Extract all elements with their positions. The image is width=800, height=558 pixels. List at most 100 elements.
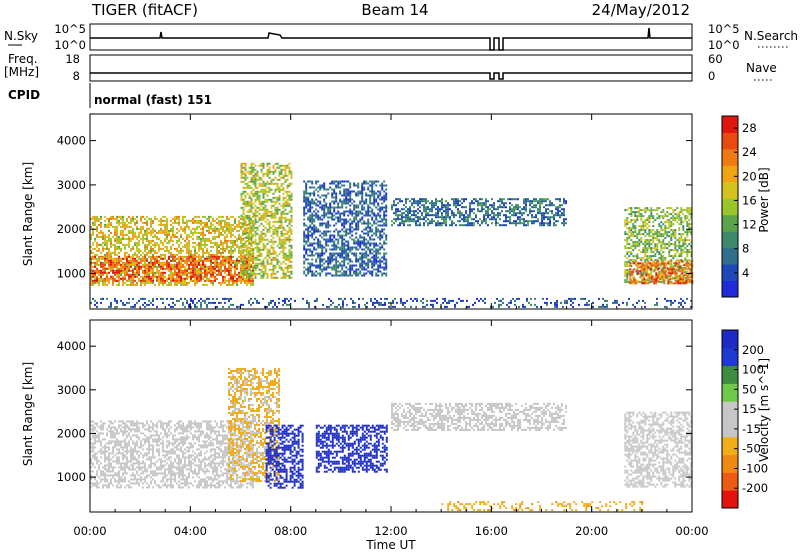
power-cell bbox=[168, 284, 170, 286]
power-cell bbox=[341, 237, 343, 239]
power-cell bbox=[323, 207, 325, 209]
power-cell bbox=[210, 276, 212, 278]
power-cell bbox=[381, 221, 383, 223]
power-cell bbox=[210, 280, 212, 282]
power-cell bbox=[317, 191, 319, 193]
power-cell bbox=[361, 191, 363, 193]
power-cell bbox=[116, 274, 118, 276]
power-cell bbox=[405, 210, 407, 212]
power-cell bbox=[325, 251, 327, 253]
power-cell bbox=[194, 254, 196, 256]
power-cell bbox=[192, 276, 194, 278]
power-cell bbox=[307, 199, 309, 201]
power-cell bbox=[383, 269, 385, 271]
power-cell bbox=[377, 237, 379, 239]
power-cell bbox=[349, 267, 351, 269]
power-cell bbox=[501, 198, 503, 200]
power-cell bbox=[120, 232, 122, 234]
power-cell bbox=[104, 248, 106, 250]
power-cell bbox=[198, 276, 200, 278]
power-cell bbox=[279, 187, 281, 189]
power-cell bbox=[634, 225, 636, 227]
power-cell bbox=[367, 207, 369, 209]
power-cell bbox=[363, 253, 365, 255]
power-cell bbox=[455, 206, 457, 208]
power-cell bbox=[269, 163, 271, 165]
power-cell bbox=[381, 231, 383, 233]
power-cell bbox=[116, 268, 118, 270]
power-cell bbox=[367, 235, 369, 237]
power-cell bbox=[624, 281, 626, 283]
power-cell bbox=[251, 273, 253, 275]
power-cell bbox=[349, 275, 351, 277]
power-cell bbox=[204, 274, 206, 276]
power-cell bbox=[152, 266, 154, 268]
power-cell bbox=[140, 216, 142, 218]
power-cell bbox=[226, 260, 228, 262]
power-cell bbox=[305, 251, 307, 253]
power-cell bbox=[379, 263, 381, 265]
power-cell bbox=[118, 238, 120, 240]
power-cell bbox=[190, 256, 192, 258]
power-cell bbox=[182, 216, 184, 218]
power-cell bbox=[385, 261, 387, 263]
power-cell bbox=[451, 210, 453, 212]
power-cell bbox=[251, 179, 253, 181]
power-cell bbox=[94, 280, 96, 282]
power-cell bbox=[521, 212, 523, 214]
power-cell bbox=[335, 207, 337, 209]
power-cell bbox=[305, 253, 307, 255]
power-cell bbox=[267, 211, 269, 213]
power-cell bbox=[311, 187, 313, 189]
power-cell bbox=[164, 250, 166, 252]
power-cell bbox=[369, 245, 371, 247]
power-cell bbox=[515, 204, 517, 206]
power-cell bbox=[315, 205, 317, 207]
power-cell bbox=[204, 270, 206, 272]
power-cell bbox=[138, 270, 140, 272]
power-cell bbox=[170, 252, 172, 254]
power-cell bbox=[531, 214, 533, 216]
power-cell bbox=[144, 250, 146, 252]
power-cell bbox=[638, 213, 640, 215]
power-cell bbox=[178, 282, 180, 284]
power-cell bbox=[341, 213, 343, 215]
power-cell bbox=[357, 259, 359, 261]
power-cell bbox=[253, 193, 255, 195]
power-cell bbox=[325, 241, 327, 243]
power-cell bbox=[533, 204, 535, 206]
power-cell bbox=[243, 239, 245, 241]
power-cell bbox=[212, 238, 214, 240]
power-cell bbox=[120, 238, 122, 240]
power-cell bbox=[243, 255, 245, 257]
power-cell bbox=[118, 276, 120, 278]
power-cell bbox=[172, 280, 174, 282]
power-cell bbox=[164, 268, 166, 270]
power-cell bbox=[104, 216, 106, 218]
power-cell bbox=[236, 280, 238, 282]
power-cell bbox=[220, 254, 222, 256]
power-cell bbox=[363, 267, 365, 269]
power-cell bbox=[108, 268, 110, 270]
power-cell bbox=[395, 210, 397, 212]
power-cell bbox=[317, 219, 319, 221]
power-cell bbox=[136, 268, 138, 270]
power-cell bbox=[351, 191, 353, 193]
power-cell bbox=[319, 219, 321, 221]
power-cell bbox=[170, 278, 172, 280]
power-cell bbox=[283, 275, 285, 277]
power-cell bbox=[481, 222, 483, 224]
power-cell bbox=[198, 226, 200, 228]
power-cell bbox=[196, 252, 198, 254]
power-cell bbox=[337, 185, 339, 187]
power-cell bbox=[206, 218, 208, 220]
power-cell bbox=[459, 216, 461, 218]
power-cell bbox=[194, 220, 196, 222]
power-cell bbox=[146, 246, 148, 248]
power-cell bbox=[224, 226, 226, 228]
power-cell bbox=[210, 242, 212, 244]
power-cell bbox=[222, 282, 224, 284]
power-cell bbox=[337, 247, 339, 249]
power-cell bbox=[255, 215, 257, 217]
power-cell bbox=[160, 220, 162, 222]
